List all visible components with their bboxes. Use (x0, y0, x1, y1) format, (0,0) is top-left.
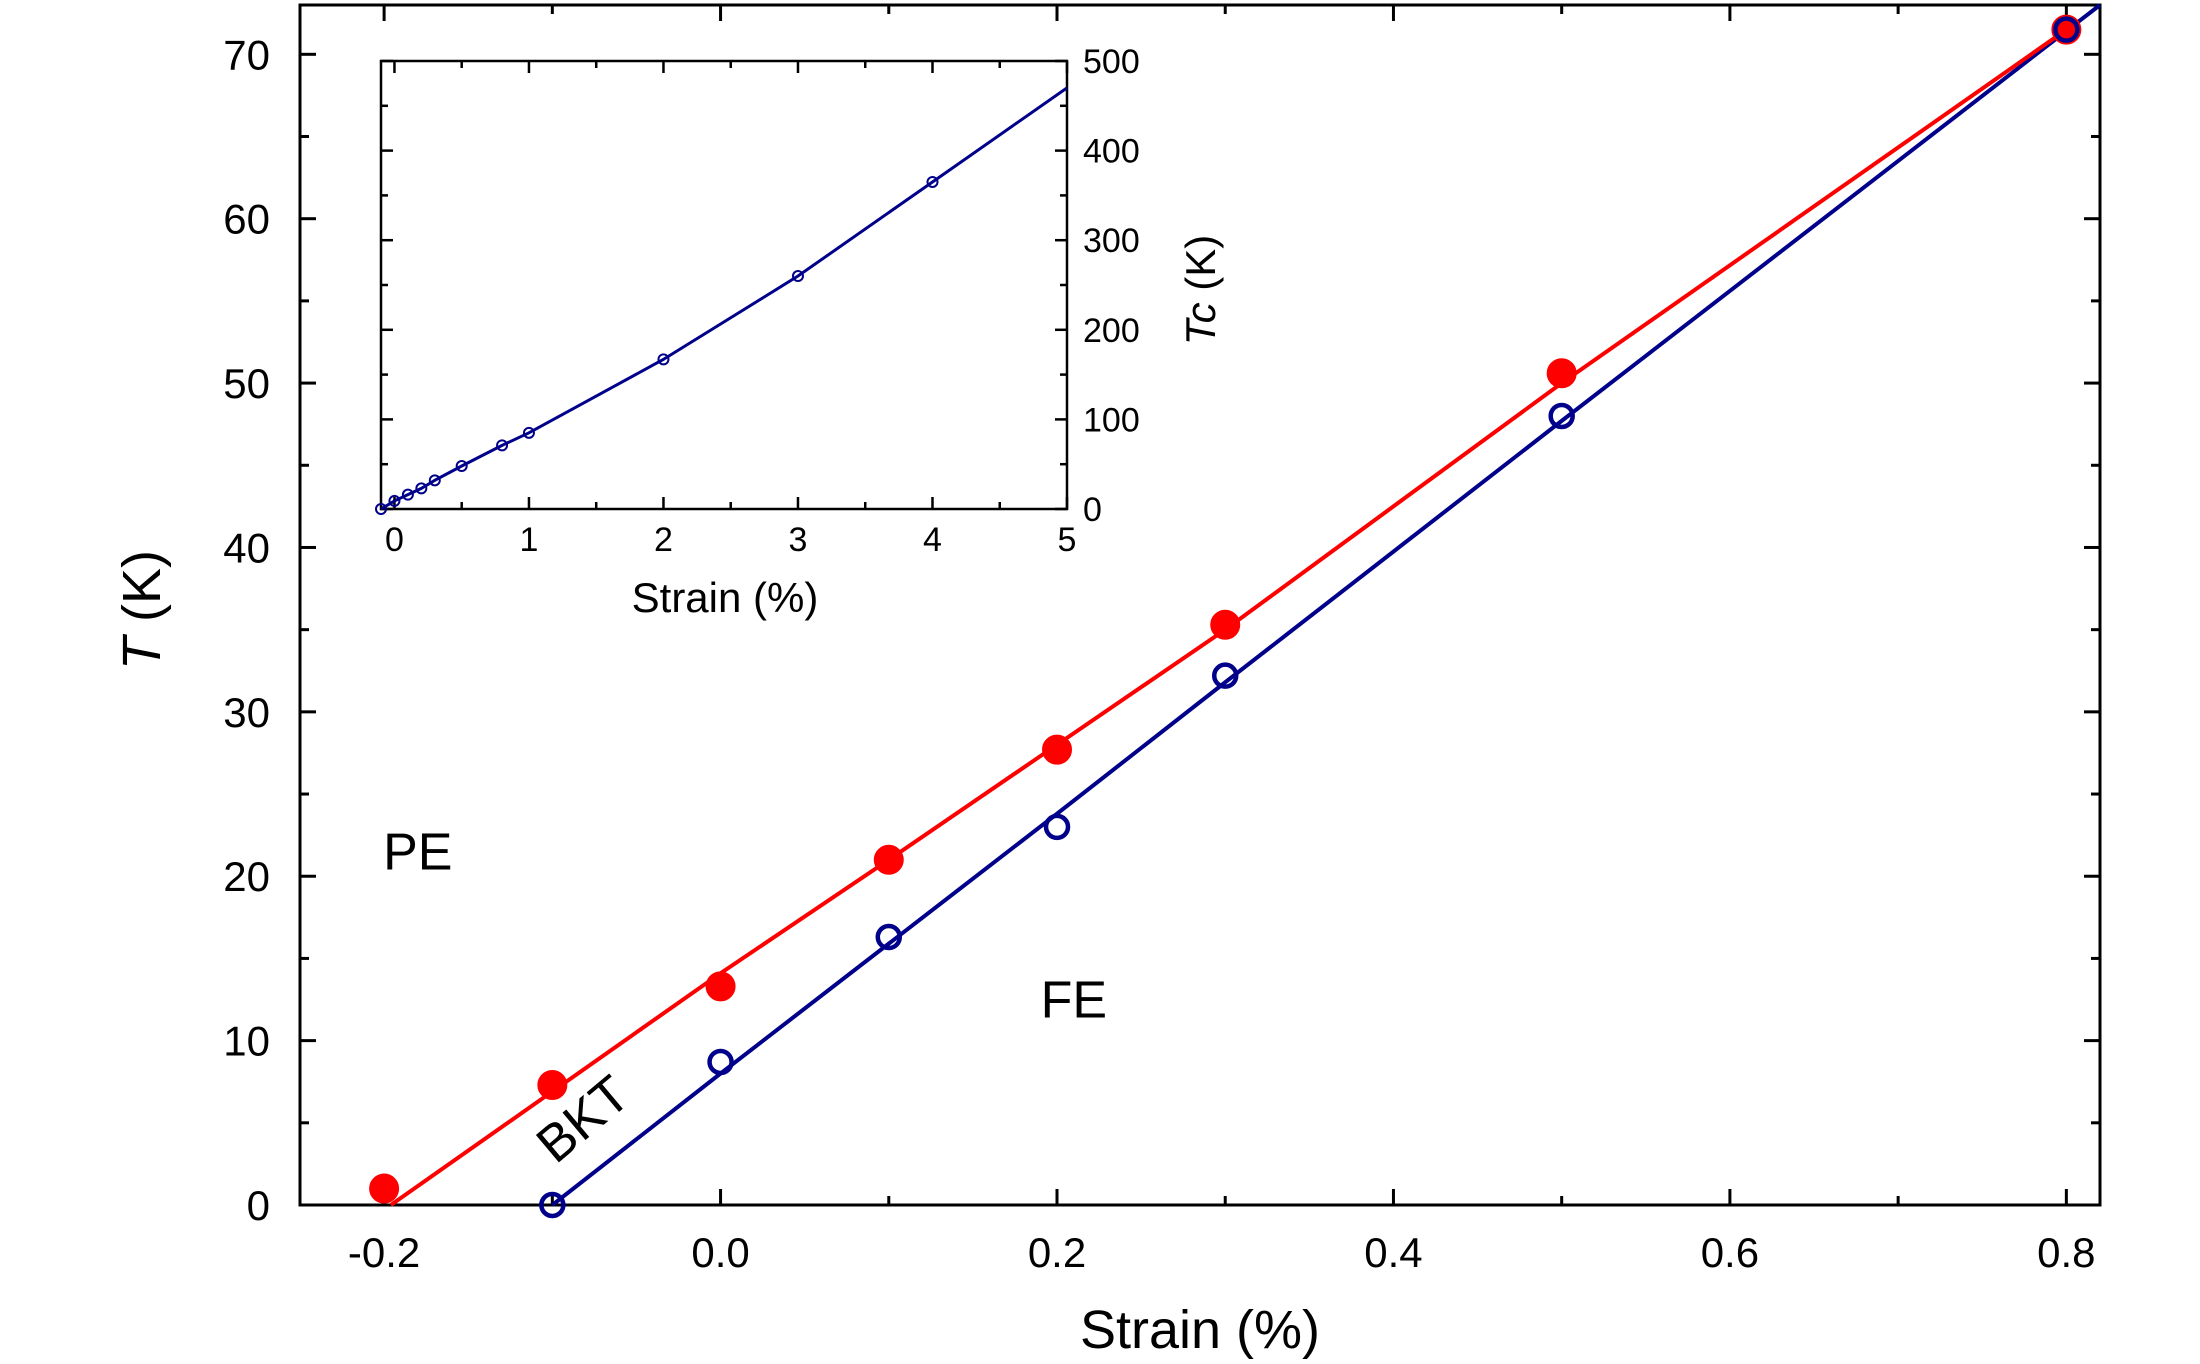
x-tick-label: 0.6 (1701, 1229, 1759, 1276)
x-tick-label: -0.2 (348, 1229, 420, 1276)
y-tick-label: 10 (223, 1018, 270, 1065)
inset-x-tick-label: 4 (923, 521, 942, 559)
y-tick-label: 20 (223, 853, 270, 900)
inset-data-point (455, 459, 468, 472)
y-axis-title: T (K) (112, 550, 172, 670)
data-point-red-filled (369, 1173, 400, 1204)
inset-data-point (388, 494, 401, 507)
inset-data-point (428, 474, 441, 487)
data-point-red-filled (873, 844, 904, 875)
x-tick-label: 0.2 (1028, 1229, 1086, 1276)
inset-data-point (791, 270, 804, 283)
inset-tc-line (380, 86, 1068, 511)
data-point-red-filled (1210, 609, 1241, 640)
inset-y-tick-label: 500 (1083, 43, 1140, 81)
x-tick-label: 0.4 (1364, 1229, 1422, 1276)
inset-plot-frame (379, 59, 1069, 511)
y-tick-label: 0 (247, 1182, 270, 1229)
y-tick-label: 30 (223, 689, 270, 736)
inset-y-axis-title-unit: (K) (1177, 235, 1224, 303)
data-point-blue-open (875, 923, 903, 951)
inset-x-axis-title: Strain (%) (632, 574, 819, 621)
data-point-blue-open (2053, 16, 2080, 43)
data-point-blue-open (1548, 402, 1575, 430)
data-point-red-filled (705, 971, 736, 1002)
x-tick-label: 0.0 (691, 1229, 749, 1276)
y-tick-label: 50 (223, 360, 270, 407)
inset-x-tick-label: 3 (789, 521, 808, 559)
inset-data-point (415, 482, 428, 495)
inset-y-axis-title: Tc (K) (1177, 235, 1224, 345)
y-tick-label: 70 (223, 31, 270, 78)
inset-y-tick-label: 300 (1083, 222, 1140, 260)
inset-data-point (375, 503, 387, 515)
data-point-red-filled (1042, 734, 1073, 765)
inset-data-point (522, 426, 535, 439)
y-tick-label: 40 (223, 524, 270, 571)
data-point-red-filled (1546, 358, 1577, 389)
fe-region-label: FE (1041, 972, 1107, 1030)
data-point-blue-open (539, 1191, 566, 1219)
inset-data-point (657, 353, 670, 366)
y-axis-title-unit: (K) (112, 550, 172, 637)
x-axis-title: Strain (%) (1080, 1300, 1320, 1360)
inset-y-tick-label: 400 (1083, 133, 1140, 171)
inset-x-tick-label: 5 (1058, 521, 1077, 559)
data-point-blue-open (707, 1048, 734, 1076)
data-point-blue-open (1043, 813, 1071, 841)
inset-x-tick-label: 2 (654, 521, 673, 559)
inset-y-axis-title-symbol: Tc (1177, 302, 1224, 345)
data-point-blue-open (1211, 662, 1239, 689)
y-axis-title-symbol: T (112, 633, 172, 670)
inset-data-point (496, 439, 509, 452)
y-tick-label: 60 (223, 196, 270, 243)
inset-data-point (401, 488, 414, 501)
main-plot-frame (298, 3, 2102, 1207)
inset-y-tick-label: 100 (1083, 401, 1140, 439)
inset-y-tick-label: 200 (1083, 312, 1140, 350)
pe-region-label: PE (383, 824, 452, 882)
data-point-red-filled (537, 1070, 568, 1100)
inset-y-tick-label: 0 (1083, 491, 1102, 529)
inset-data-point (926, 175, 939, 188)
inset-x-tick-label: 1 (519, 521, 538, 559)
x-tick-label: 0.8 (2037, 1229, 2095, 1276)
inset-x-tick-label: 0 (385, 521, 404, 559)
